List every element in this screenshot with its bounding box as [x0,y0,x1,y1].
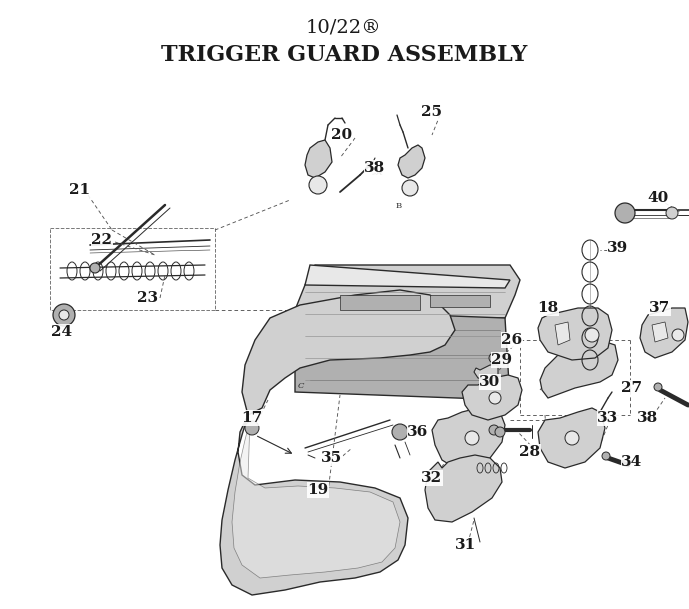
Text: 33: 33 [597,411,619,425]
Text: TRIGGER GUARD ASSEMBLY: TRIGGER GUARD ASSEMBLY [161,44,527,66]
Text: 31: 31 [455,538,477,552]
Ellipse shape [654,383,662,391]
Text: 27: 27 [621,381,643,395]
Polygon shape [220,415,408,595]
Polygon shape [540,340,618,398]
Polygon shape [538,308,612,360]
Polygon shape [538,408,605,468]
Ellipse shape [489,353,499,363]
Polygon shape [295,265,520,318]
Polygon shape [305,265,510,288]
Polygon shape [462,375,522,420]
Ellipse shape [245,421,259,435]
Ellipse shape [53,304,75,326]
Polygon shape [242,290,455,415]
Text: 36: 36 [407,425,429,439]
Text: 28: 28 [520,445,541,459]
Ellipse shape [392,424,408,440]
Ellipse shape [615,203,635,223]
Text: 32: 32 [422,471,442,485]
Text: 38: 38 [364,161,386,175]
Text: 29: 29 [491,353,513,367]
Text: 34: 34 [621,455,643,469]
Ellipse shape [585,328,599,342]
Bar [50,228,215,310]
Bar [340,295,420,310]
Text: 37: 37 [649,301,670,315]
Bar [430,295,490,307]
Text: 38: 38 [637,411,659,425]
Text: 23: 23 [137,291,158,305]
Text: A: A [375,169,381,177]
Text: 17: 17 [241,411,263,425]
Ellipse shape [465,431,479,445]
Ellipse shape [402,180,418,196]
Text: 40: 40 [648,191,668,205]
Text: 22: 22 [92,233,112,247]
Text: 20: 20 [331,128,353,142]
Polygon shape [474,365,498,380]
Ellipse shape [565,431,579,445]
Polygon shape [640,308,688,358]
Text: 25: 25 [422,105,442,119]
Text: 19: 19 [307,483,329,497]
Ellipse shape [666,207,678,219]
Text: 18: 18 [537,301,559,315]
Polygon shape [305,140,332,178]
Ellipse shape [90,263,100,273]
Text: C: C [298,382,305,390]
Polygon shape [652,322,668,342]
Ellipse shape [495,427,505,437]
Ellipse shape [602,452,610,460]
Polygon shape [425,455,502,522]
Text: 24: 24 [52,325,72,339]
Polygon shape [232,420,400,578]
Text: B: B [612,356,618,364]
Text: 30: 30 [480,375,501,389]
Ellipse shape [59,310,69,320]
Text: 35: 35 [322,451,342,465]
Text: B: B [396,202,402,210]
Text: C: C [298,349,305,357]
Polygon shape [432,408,505,468]
Polygon shape [555,322,570,345]
Polygon shape [398,145,425,178]
Ellipse shape [489,392,501,404]
Ellipse shape [489,425,499,435]
Ellipse shape [309,176,327,194]
Text: 21: 21 [70,183,90,197]
Text: 39: 39 [608,241,628,255]
Text: 10/22®: 10/22® [306,19,382,37]
Ellipse shape [672,329,684,341]
Text: A: A [364,162,370,170]
Polygon shape [295,310,510,400]
Text: 26: 26 [502,333,522,347]
